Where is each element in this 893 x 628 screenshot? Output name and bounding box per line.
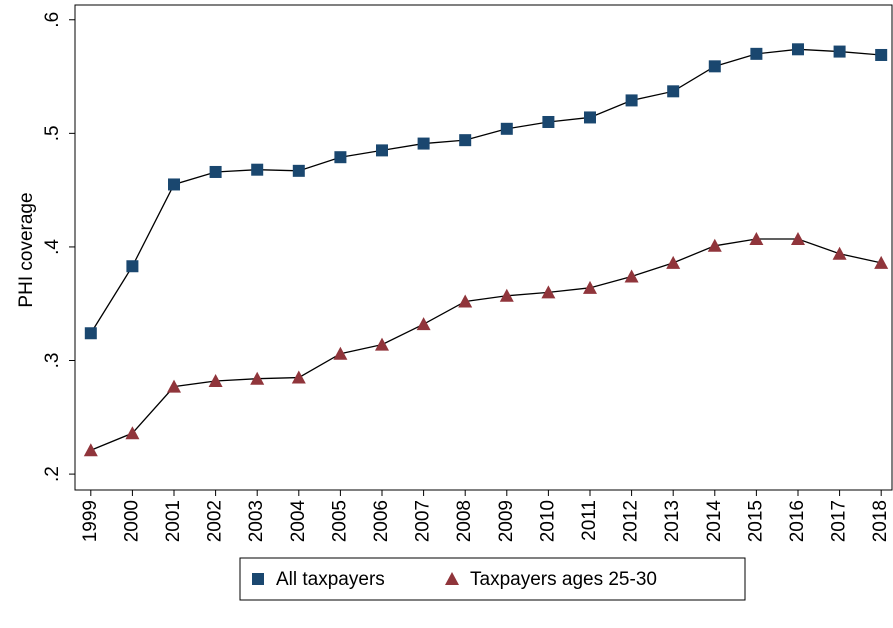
x-tick-label: 2016 [787, 500, 808, 542]
data-point [167, 379, 182, 393]
data-point [292, 164, 305, 177]
legend-label: All taxpayers [276, 569, 385, 590]
data-point [583, 111, 596, 124]
data-point [874, 255, 889, 269]
data-point [542, 115, 555, 128]
data-point [832, 246, 847, 260]
x-tick-label: 2004 [288, 500, 309, 543]
data-point [791, 43, 804, 56]
x-tick-label: 2005 [329, 500, 350, 542]
data-point [251, 163, 264, 176]
data-point [541, 285, 556, 299]
data-point [833, 45, 846, 58]
x-tick-label: 2006 [371, 500, 392, 542]
data-point [667, 85, 680, 98]
data-point [208, 373, 223, 387]
y-axis-title: PHI coverage [16, 192, 37, 307]
data-point [83, 443, 98, 457]
x-tick-label: 2009 [496, 500, 517, 542]
x-tick-label: 2012 [621, 500, 642, 542]
data-point [334, 151, 347, 164]
x-tick-label: 2010 [537, 500, 558, 542]
x-tick-label: 2018 [870, 500, 891, 542]
series-line [90, 48, 882, 334]
x-tick-label: 2015 [745, 500, 766, 542]
x-tick-label: 2007 [413, 500, 434, 542]
y-tick-label: .4 [42, 239, 63, 255]
data-point [708, 60, 721, 73]
legend-marker [252, 573, 264, 585]
x-tick-label: 2017 [829, 500, 850, 542]
data-point [374, 337, 389, 351]
data-point [209, 165, 222, 178]
data-point [250, 371, 265, 385]
x-tick-label: 1999 [80, 500, 101, 542]
legend-marker [445, 572, 459, 585]
x-tick-label: 2011 [579, 500, 600, 541]
data-point [375, 144, 388, 157]
data-point [750, 47, 763, 60]
data-point [168, 178, 181, 191]
legend-label: Taxpayers ages 25-30 [470, 569, 657, 590]
series-line [90, 238, 882, 451]
data-point [417, 137, 430, 150]
data-point [500, 122, 513, 135]
data-point [125, 426, 140, 440]
data-point [624, 269, 639, 283]
data-point [291, 370, 306, 384]
y-tick-label: .5 [42, 125, 63, 141]
data-point [749, 231, 764, 245]
data-point [459, 134, 472, 147]
legend-box [239, 557, 746, 601]
plot-frame [74, 4, 893, 491]
data-point [875, 48, 888, 61]
x-tick-label: 2003 [246, 500, 267, 542]
data-point [126, 260, 139, 273]
y-tick-label: .2 [42, 466, 63, 482]
x-tick-label: 2014 [704, 500, 725, 543]
data-point [582, 280, 597, 294]
data-point [625, 94, 638, 107]
data-point [333, 346, 348, 360]
x-tick-label: 2002 [205, 500, 226, 542]
data-point [416, 317, 431, 331]
x-tick-label: 2000 [121, 500, 142, 542]
data-point [84, 327, 97, 340]
x-tick-label: 2013 [662, 500, 683, 542]
data-point [458, 294, 473, 308]
data-point [790, 231, 805, 245]
data-point [707, 238, 722, 252]
y-tick-label: .6 [42, 12, 63, 28]
y-tick-label: .3 [42, 353, 63, 369]
data-point [666, 255, 681, 269]
data-point [499, 288, 514, 302]
x-tick-label: 2008 [454, 500, 475, 542]
x-tick-label: 2001 [163, 500, 184, 542]
